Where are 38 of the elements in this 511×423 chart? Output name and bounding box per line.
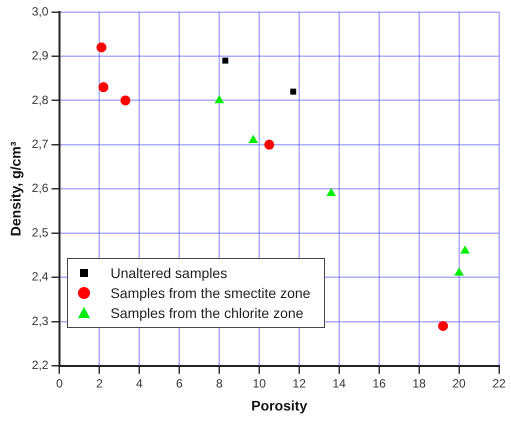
y-tick-label: 2,3 <box>32 314 49 328</box>
y-tick-label: 2,2 <box>32 358 49 372</box>
point <box>98 82 108 92</box>
point <box>248 135 258 144</box>
y-tick-label: 2,6 <box>32 181 49 196</box>
point <box>214 95 224 104</box>
point <box>438 321 448 331</box>
x-tick-label: 0 <box>56 376 64 390</box>
y-tick-label: 2,7 <box>32 136 49 151</box>
point <box>290 88 296 95</box>
x-tick-label: 14 <box>332 376 346 390</box>
x-axis-title: Porosity <box>251 397 308 414</box>
y-tick-label: 2,8 <box>32 92 49 107</box>
legend-label: Samples from the chlorite zone <box>110 304 304 321</box>
y-tick-label: 3,0 <box>32 4 49 18</box>
x-tick-label: 10 <box>252 376 266 390</box>
x-tick-label: 4 <box>136 376 144 390</box>
point <box>264 140 274 150</box>
x-tick-label: 8 <box>216 376 223 390</box>
x-tick-label: 12 <box>292 376 306 390</box>
point <box>120 95 130 106</box>
legend-label: Samples from the smectite zone <box>110 284 310 301</box>
x-tick-label: 18 <box>412 376 426 390</box>
x-tick-label: 22 <box>492 376 506 390</box>
point <box>222 58 228 64</box>
point <box>460 246 470 254</box>
x-tick-label: 20 <box>452 376 466 390</box>
y-tick-label: 2,5 <box>32 225 49 240</box>
legend-label: Unaltered samples <box>110 264 228 281</box>
x-tick-label: 6 <box>176 376 184 390</box>
x-tick-label: 2 <box>96 376 104 390</box>
x-tick-label: 16 <box>372 376 386 390</box>
y-tick-label: 2,4 <box>32 270 49 284</box>
y-axis-title: Density, g/cm³ <box>7 141 24 236</box>
point <box>326 188 336 196</box>
y-tick-label: 2,9 <box>32 48 49 63</box>
point <box>454 268 464 276</box>
point <box>96 42 106 52</box>
